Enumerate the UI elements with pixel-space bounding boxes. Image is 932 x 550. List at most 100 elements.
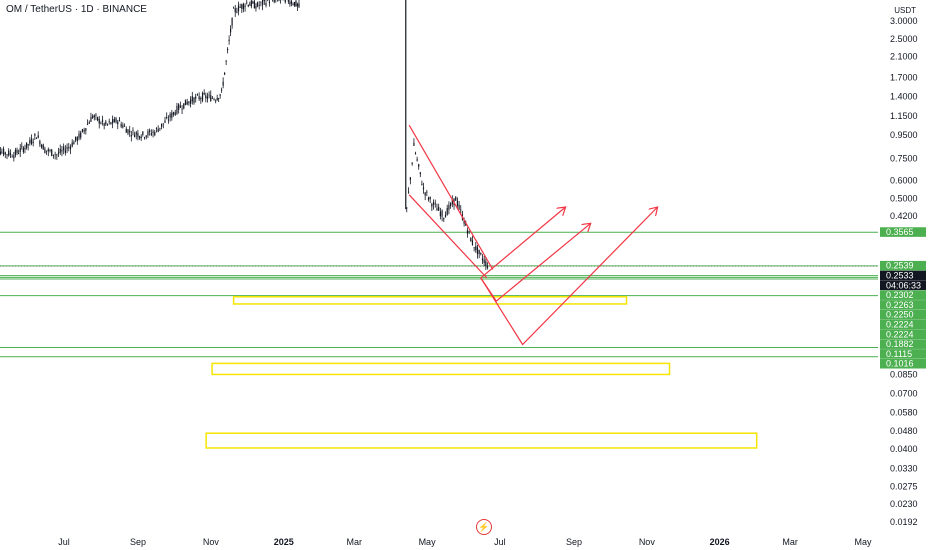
candle-body xyxy=(132,130,134,131)
candle-body xyxy=(287,0,289,2)
candle-body xyxy=(66,147,68,150)
candle-body xyxy=(44,148,46,153)
price-tag-label: 0.1016 xyxy=(886,359,914,369)
candle-body xyxy=(434,203,436,205)
candle-body xyxy=(480,253,482,255)
candle-body xyxy=(150,133,152,135)
candle-body xyxy=(198,96,200,100)
candle-body xyxy=(155,128,158,129)
candle-body xyxy=(227,48,229,51)
candle-body xyxy=(157,129,159,132)
candle-body xyxy=(54,154,56,156)
price-tag-label: 0.1115 xyxy=(886,349,912,359)
candle-body xyxy=(246,2,248,4)
candle-body xyxy=(476,247,479,255)
candle-body xyxy=(189,99,192,105)
candle-body xyxy=(123,125,126,127)
y-tick-label: 1.7000 xyxy=(890,72,918,82)
candle-body xyxy=(255,5,257,9)
candle-body xyxy=(221,89,223,91)
candle-body xyxy=(106,123,109,125)
candle-body xyxy=(152,131,154,133)
y-tick-label: 2.5000 xyxy=(890,34,918,44)
candle-body xyxy=(110,122,112,125)
currency-unit[interactable]: USDT xyxy=(894,6,916,15)
candle-body xyxy=(90,117,92,122)
candle-body xyxy=(32,141,34,143)
candle-body xyxy=(96,117,99,121)
candle-body xyxy=(140,136,142,139)
candle-body xyxy=(455,196,457,201)
candle-body xyxy=(436,208,438,211)
price-tag xyxy=(880,309,926,320)
candle-body xyxy=(231,17,233,26)
price-tag-label: 0.2250 xyxy=(886,310,914,320)
candle-body xyxy=(210,95,212,102)
candle-body xyxy=(426,191,428,193)
candle-body xyxy=(414,152,417,154)
candle-body xyxy=(134,134,136,138)
candle-body xyxy=(13,155,15,159)
candle-body xyxy=(24,147,26,150)
candle-body xyxy=(191,96,193,102)
candle-body xyxy=(256,2,259,7)
candle-body xyxy=(253,1,256,9)
candle-body xyxy=(424,192,426,196)
candle-body xyxy=(292,4,294,5)
price-tag xyxy=(880,358,926,369)
candle-body xyxy=(481,258,484,261)
candle-body xyxy=(444,214,447,218)
candle-body xyxy=(71,142,73,147)
price-tag-label: 0.2539 xyxy=(886,261,914,271)
candle-body xyxy=(458,204,460,209)
candle-body xyxy=(8,150,10,156)
x-tick-label: Jul xyxy=(494,537,506,547)
candle-body xyxy=(167,119,170,121)
candle-body xyxy=(284,0,286,3)
candle-body xyxy=(225,60,227,62)
candle-body xyxy=(129,130,131,133)
price-tag-label: 0.1882 xyxy=(886,339,914,349)
candle-body xyxy=(193,97,195,104)
candle-body xyxy=(86,123,89,125)
price-tag xyxy=(880,329,926,340)
candle-body xyxy=(201,93,204,101)
candle-body xyxy=(29,140,31,144)
candle-body xyxy=(224,72,226,75)
y-tick-label: 0.0700 xyxy=(890,389,918,399)
y-tick-label: 1.4000 xyxy=(890,92,918,102)
candle-body xyxy=(105,121,107,125)
horizontal-levels xyxy=(0,231,878,358)
lightning-icon[interactable]: ⚡ xyxy=(476,519,492,535)
candle-body xyxy=(35,137,38,139)
candle-body xyxy=(268,1,271,4)
y-tick-label: 0.9500 xyxy=(890,130,918,140)
symbol-title[interactable]: OM / TetherUS · 1D · BINANCE xyxy=(6,4,147,15)
price-tag-label: 0.2302 xyxy=(886,290,914,300)
candle-body xyxy=(429,197,431,200)
x-tick-label: Nov xyxy=(203,537,220,547)
candle-body xyxy=(6,154,8,156)
candle-body xyxy=(298,3,300,8)
candle-body xyxy=(3,148,5,156)
candle-body xyxy=(478,249,480,254)
candle-body xyxy=(27,144,29,146)
candle-body xyxy=(118,119,121,122)
candle-body xyxy=(273,0,275,2)
candle-body xyxy=(200,97,202,100)
candle-body xyxy=(260,1,262,3)
channel-upper xyxy=(408,124,494,270)
candle-body xyxy=(215,100,217,102)
candle-body xyxy=(244,5,246,8)
candle-body xyxy=(81,129,84,132)
candle-body xyxy=(21,145,23,147)
candle-body xyxy=(88,122,90,124)
x-tick-label: Mar xyxy=(782,537,798,547)
candle-body xyxy=(258,4,260,6)
y-tick-label: 0.0850 xyxy=(890,369,918,379)
y-tick-label: 0.0330 xyxy=(890,463,918,473)
candle-body xyxy=(441,210,443,217)
price-axis: 3.0000 2.5000 2.1000 1.7000 1.4000 1.1500 0.95… xyxy=(890,16,918,527)
candle-body xyxy=(293,1,296,6)
